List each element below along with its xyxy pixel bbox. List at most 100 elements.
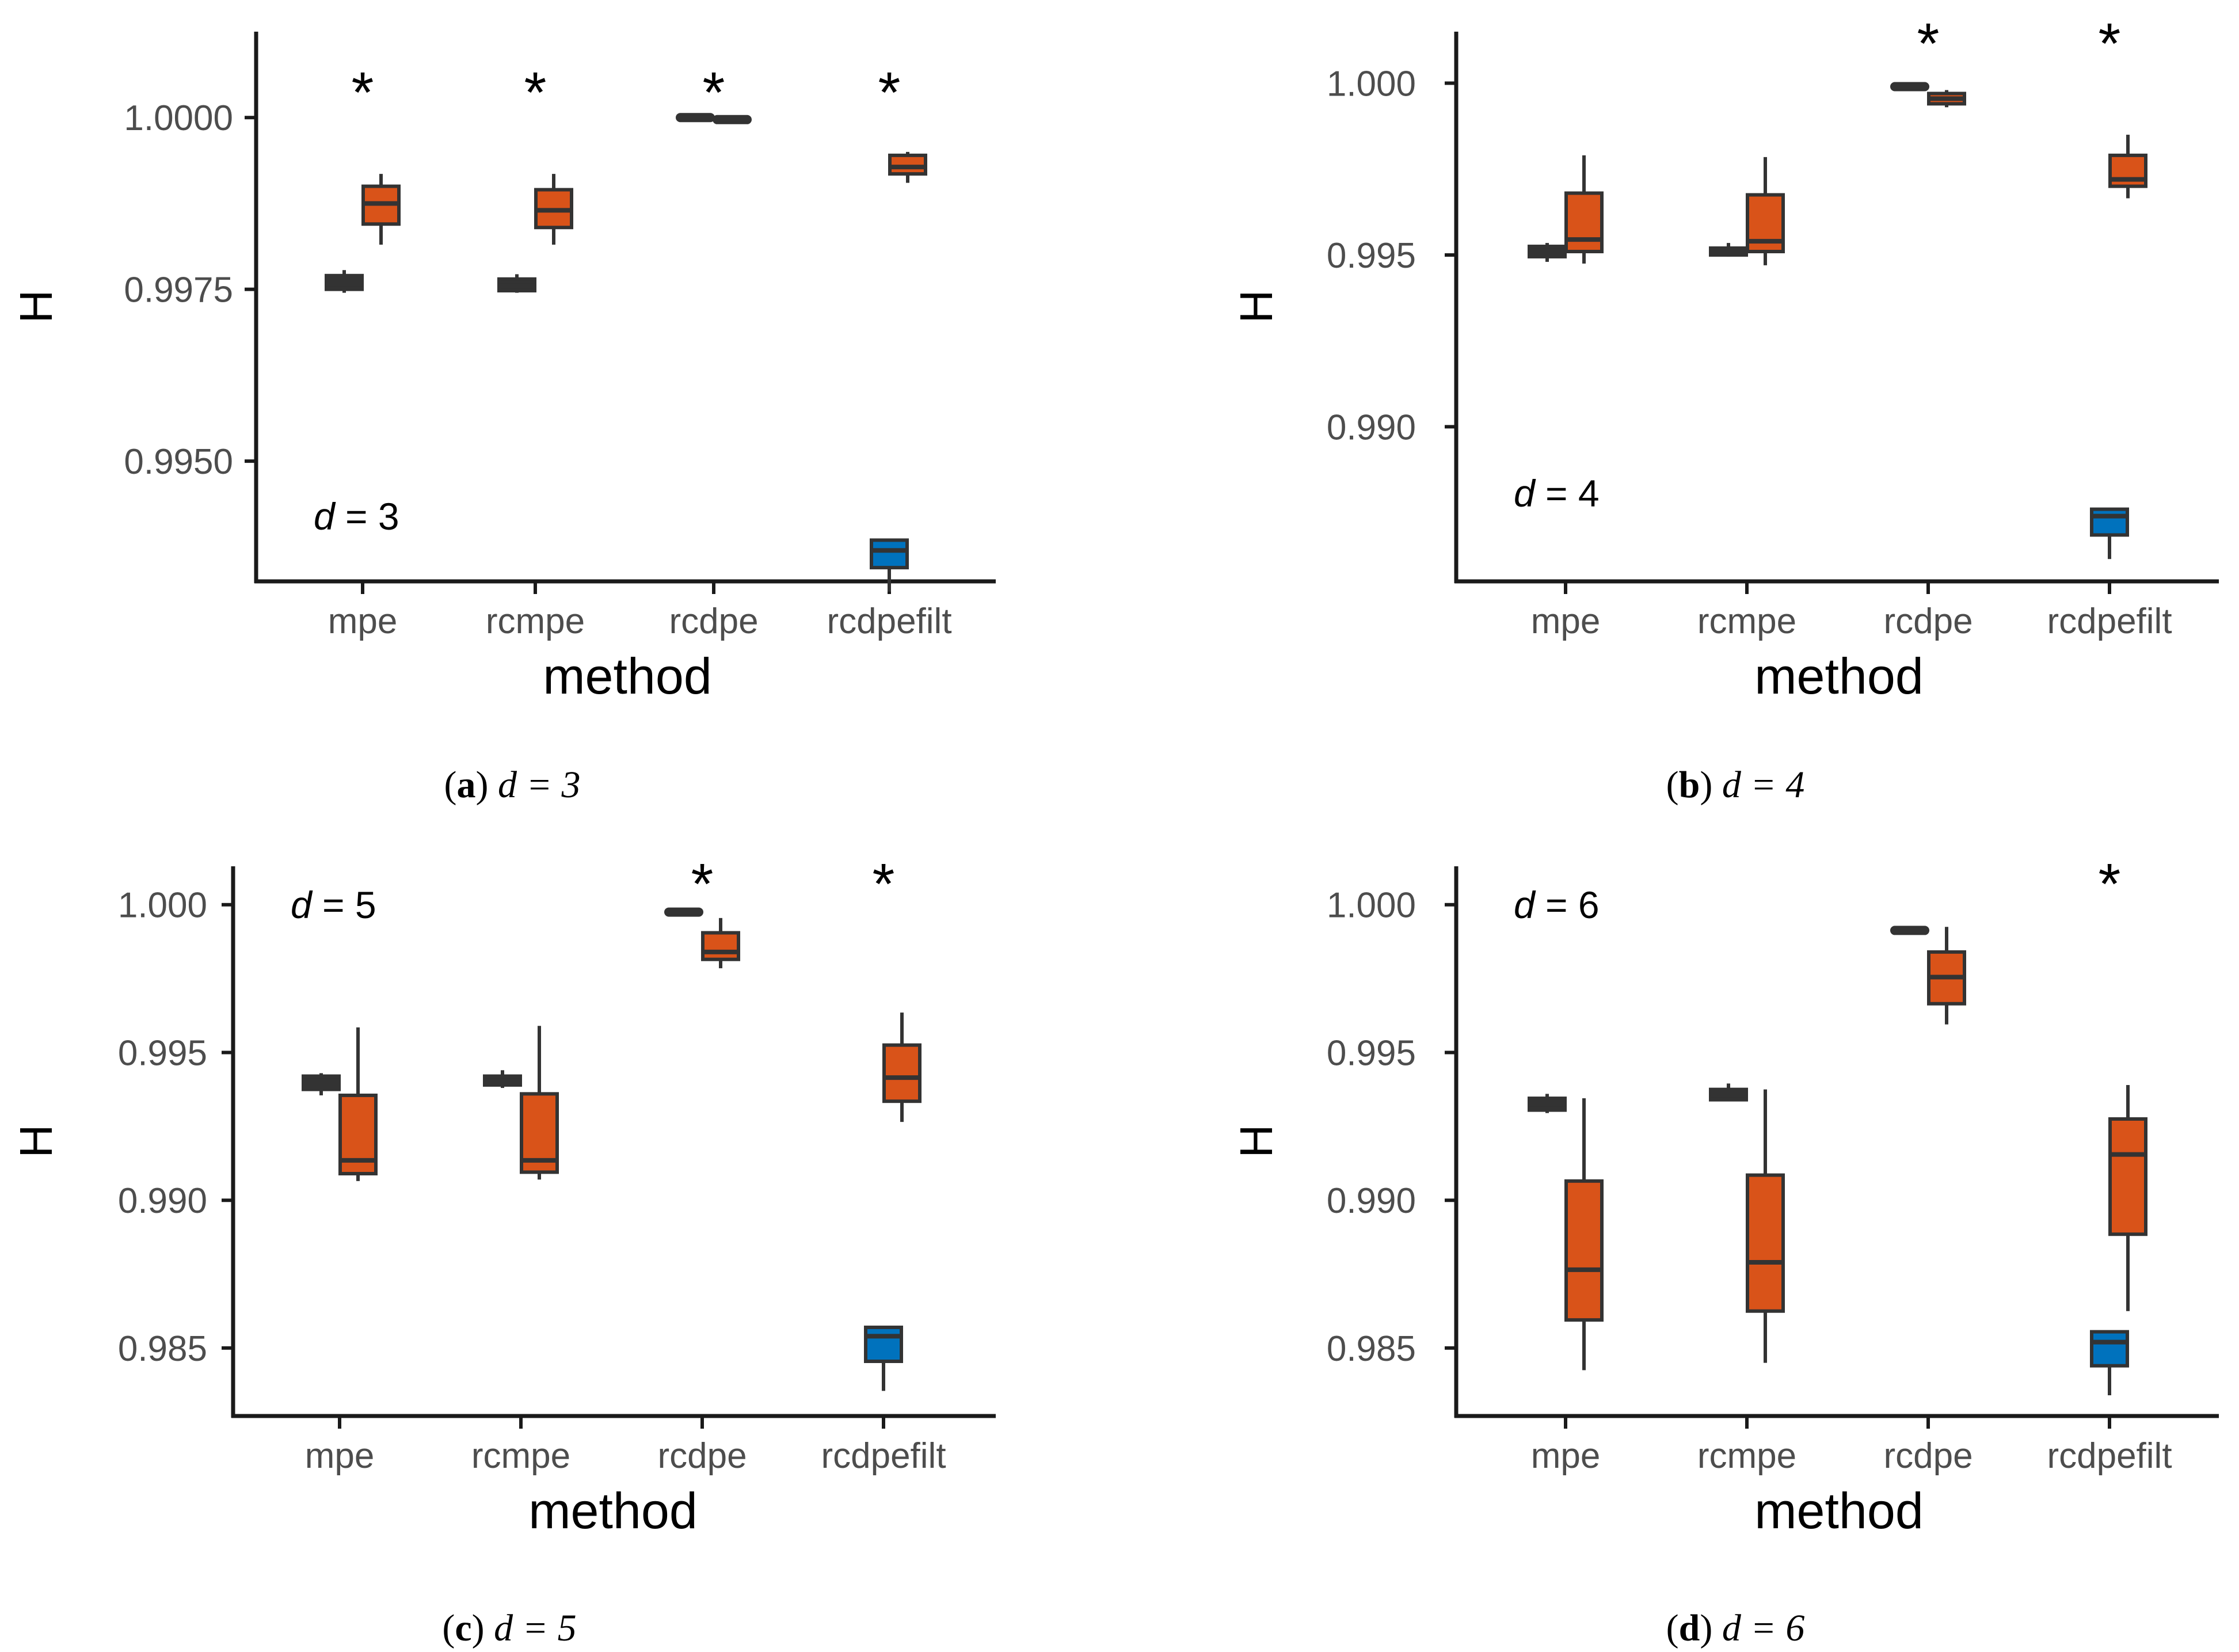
inset-label: d = 4 (1514, 472, 1600, 515)
box-mpe-dark (1528, 243, 1567, 262)
x-tick-label-rcdpefilt: rcdpefilt (821, 1436, 946, 1476)
box-rcdpefilt-orange (2108, 135, 2147, 199)
x-tick-label-mpe: mpe (328, 602, 398, 641)
significance-star: * (524, 60, 547, 125)
box-body (2090, 1330, 2129, 1368)
significance-star: * (2099, 12, 2121, 76)
x-tick-label-rcdpefilt: rcdpefilt (2047, 602, 2172, 641)
x-tick-label-rcmpe: rcmpe (1697, 602, 1796, 641)
box-rcmpe-orange (1746, 1089, 1785, 1363)
panel-b: 0.990 0.995 1.000 mpe rcmpe rcdpe rcdpefilt met… (1231, 12, 2219, 806)
box-rcdpe-dark (1890, 82, 1929, 92)
box-rcmpe-orange (1746, 157, 1785, 265)
box-rcdpefilt-blue (870, 538, 909, 592)
inset-label: d = 6 (1514, 884, 1600, 926)
y-tick-label: 0.990 (118, 1181, 207, 1221)
inset-label: d = 3 (314, 495, 399, 538)
box-rcdpefilt-blue (864, 1325, 903, 1391)
y-tick-label: 0.985 (1327, 1329, 1416, 1369)
x-tick-label-rcdpe: rcdpe (1883, 602, 1973, 641)
x-tick-label-rcdpefilt: rcdpefilt (2047, 1436, 2172, 1476)
inset-label-rest: = 4 (1535, 472, 1600, 515)
box-body (1746, 1173, 1785, 1313)
box-body (2108, 1117, 2147, 1236)
box-rcmpe-orange (520, 1026, 559, 1180)
x-tick-label-rcmpe: rcmpe (1697, 1436, 1796, 1476)
box-body (870, 538, 909, 570)
box-body (701, 931, 740, 961)
significance-star: * (2099, 852, 2121, 916)
box-body (1564, 1179, 1604, 1322)
caption-expr: d = 6 (1722, 1607, 1805, 1649)
x-axis-title: method (528, 1482, 698, 1539)
x-tick-label-mpe: mpe (1531, 1436, 1601, 1476)
significance-star: * (873, 852, 895, 916)
inset-label-var: d (291, 884, 313, 926)
inset-label-var: d (314, 495, 336, 538)
box-mpe-dark (325, 270, 364, 293)
box-rcmpe-dark (497, 274, 536, 293)
box-rcdpe-orange (701, 918, 740, 969)
caption-expr: d = 3 (498, 764, 581, 806)
y-tick-label: 0.990 (1327, 1181, 1416, 1221)
box-mpe-orange (361, 174, 401, 245)
panel-caption: (d) d = 6 (1666, 1607, 1805, 1649)
panel-caption: (b) d = 4 (1666, 764, 1805, 806)
box-rcdpefilt-blue (2090, 507, 2129, 559)
box-rcdpe-orange (1927, 90, 1966, 108)
y-tick-label: 1.0000 (124, 98, 233, 138)
box-mpe-orange (338, 1027, 378, 1181)
box-rcdpefilt-orange (2108, 1084, 2147, 1311)
box-mpe-orange (1564, 155, 1604, 264)
y-axis-title: H (1231, 1125, 1282, 1158)
y-tick-label: 0.995 (1327, 1033, 1416, 1073)
x-axis-title: method (1754, 1482, 1924, 1539)
x-tick-label-rcmpe: rcmpe (471, 1436, 570, 1476)
x-tick-label-rcdpefilt: rcdpefilt (827, 602, 951, 641)
box-rcmpe-dark (1709, 1083, 1748, 1102)
inset-label: d = 5 (291, 884, 376, 926)
inset-label-rest: = 5 (312, 884, 376, 926)
box-rcmpe-dark (1709, 243, 1748, 257)
caption-letter: a (456, 764, 475, 806)
box-rcdpe-orange (713, 115, 752, 124)
box-mpe-dark (302, 1073, 341, 1095)
panel-caption: (c) d = 5 (442, 1607, 576, 1649)
y-axis-title: H (10, 1125, 62, 1158)
x-tick-label-rcmpe: rcmpe (486, 602, 585, 641)
y-tick-label: 0.9975 (124, 271, 233, 310)
box-rcdpe-orange (1927, 927, 1966, 1025)
inset-label-var: d (1514, 884, 1536, 926)
inset-label-rest: = 6 (1535, 884, 1600, 926)
box-rcdpefilt-orange (888, 151, 927, 183)
y-tick-label: 0.995 (1327, 236, 1416, 276)
y-tick-label: 0.990 (1327, 408, 1416, 447)
box-rcdpefilt-blue (2090, 1330, 2129, 1396)
y-tick-label: 1.000 (1327, 64, 1416, 104)
y-tick-label: 0.9950 (124, 442, 233, 482)
box-rcdpe-dark (664, 907, 703, 917)
significance-star: * (1917, 12, 1940, 76)
panel-d: 0.985 0.990 0.995 1.000 mpe rcmpe rcdpe rcdpefi… (1231, 852, 2219, 1649)
significance-star: * (691, 852, 714, 916)
y-tick-label: 0.995 (118, 1033, 207, 1073)
x-tick-label-rcdpe: rcdpe (669, 602, 758, 641)
box-mpe-dark (1528, 1094, 1567, 1113)
box-body (1564, 191, 1604, 253)
box-rcdpe-dark (1890, 926, 1929, 935)
x-tick-label-rcdpe: rcdpe (1883, 1436, 1973, 1476)
box-rcmpe-dark (483, 1070, 522, 1088)
box-body (882, 1043, 922, 1103)
y-tick-label: 1.000 (1327, 886, 1416, 926)
significance-star: * (878, 60, 901, 125)
x-tick-label-rcdpe: rcdpe (657, 1436, 747, 1476)
x-axis-title: method (1754, 648, 1924, 705)
y-axis-title: H (10, 290, 62, 323)
x-axis-title: method (543, 648, 712, 705)
caption-letter: d (1679, 1607, 1700, 1649)
y-tick-label: 0.985 (118, 1329, 207, 1369)
box-body (888, 153, 927, 176)
x-tick-label-mpe: mpe (305, 1436, 375, 1476)
caption-letter: c (455, 1607, 471, 1649)
